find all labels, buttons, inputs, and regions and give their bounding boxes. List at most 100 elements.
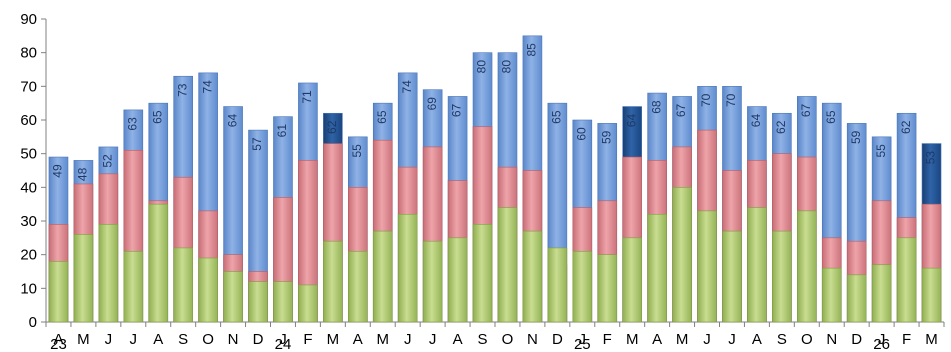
y-tick-label: 80 (20, 45, 37, 62)
x-tick-label: S (478, 331, 488, 348)
bar-series-3 (497, 207, 518, 323)
data-label: 49 (51, 164, 65, 178)
data-label: 65 (375, 110, 389, 124)
bar-series-3 (223, 271, 243, 323)
data-label: 80 (500, 60, 514, 74)
data-label: 48 (76, 167, 90, 181)
bar-series-3 (472, 224, 493, 323)
data-label: 70 (699, 93, 713, 107)
x-tick-label: O (502, 331, 514, 348)
x-tick-label: A (752, 331, 762, 348)
bar-series-3 (123, 251, 144, 323)
data-label: 74 (200, 80, 214, 94)
bar-series-3 (148, 203, 169, 323)
x-tick-label: O (801, 331, 813, 348)
data-label: 65 (150, 110, 164, 124)
bar-series-3 (98, 224, 119, 323)
bar-series-3 (547, 247, 568, 323)
bar-series-3 (772, 230, 792, 323)
x-tick-label: F (303, 331, 312, 348)
bar-series-3 (348, 251, 368, 323)
x-tick-label: J (728, 331, 736, 348)
x-tick-label: J (279, 331, 287, 348)
x-tick-label: O (202, 331, 214, 348)
data-label: 52 (101, 154, 115, 168)
x-tick-label: J (105, 331, 113, 348)
x-tick-label: S (777, 331, 787, 348)
y-tick-label: 60 (20, 112, 37, 129)
y-tick-label: 0 (29, 314, 37, 331)
data-label: 67 (450, 103, 464, 117)
data-label: 85 (525, 43, 539, 57)
bar-series-3 (323, 240, 343, 323)
x-tick-label: M (77, 331, 90, 348)
bar-series-3 (747, 207, 767, 323)
data-label: 68 (649, 100, 663, 114)
data-label: 65 (824, 110, 838, 124)
bar-series-3 (173, 247, 193, 323)
data-label: 53 (924, 151, 938, 165)
x-tick-label: N (826, 331, 837, 348)
y-tick-label: 70 (20, 78, 37, 95)
bar-series-3 (73, 234, 94, 323)
data-label: 61 (275, 124, 289, 138)
y-tick-label: 90 (20, 11, 37, 28)
data-label: 67 (799, 103, 813, 117)
bar-series-3 (672, 187, 692, 323)
x-tick-label: A (153, 331, 163, 348)
data-label: 62 (774, 120, 788, 134)
x-tick-label: D (552, 331, 563, 348)
x-tick-label: A (453, 331, 463, 348)
bar-series-3 (48, 261, 69, 323)
bar-series-3 (397, 213, 418, 323)
year-label: 23 (50, 336, 67, 352)
year-label: 24 (275, 336, 292, 352)
bar-series-3 (821, 267, 842, 323)
x-tick-label: A (652, 331, 662, 348)
data-label: 64 (749, 114, 763, 128)
data-label: 64 (624, 114, 638, 128)
x-tick-label: D (253, 331, 264, 348)
data-label: 73 (175, 83, 189, 97)
y-tick-label: 10 (20, 280, 37, 297)
x-tick-label: D (851, 331, 862, 348)
year-label: 26 (873, 336, 890, 352)
x-tick-label: J (130, 331, 138, 348)
bar-series-3 (248, 281, 268, 323)
bar-series-3 (198, 257, 218, 323)
data-label: 69 (425, 97, 439, 111)
data-label: 74 (400, 80, 414, 94)
data-label: 59 (599, 130, 613, 144)
bar-series-3 (921, 267, 942, 323)
data-label: 63 (125, 117, 139, 131)
x-tick-label: F (603, 331, 612, 348)
bar-series-3 (422, 240, 443, 323)
data-label: 65 (550, 110, 564, 124)
data-label: 71 (300, 90, 314, 104)
x-tick-label: J (404, 331, 412, 348)
bar-series-3 (846, 274, 867, 323)
bar-series-3 (273, 281, 293, 323)
x-tick-label: M (676, 331, 689, 348)
y-tick-label: 20 (20, 247, 37, 264)
x-tick-label: J (703, 331, 711, 348)
data-label: 62 (899, 120, 913, 134)
data-label: 59 (849, 130, 863, 144)
data-label: 55 (350, 144, 364, 158)
bar-series-3 (597, 254, 618, 323)
x-tick-label: M (626, 331, 639, 348)
x-tick-label: A (353, 331, 363, 348)
data-label: 80 (475, 60, 489, 74)
bar-series-3 (697, 210, 717, 323)
y-tick-label: 40 (20, 179, 37, 196)
data-label: 62 (325, 120, 339, 134)
x-tick-label: J (429, 331, 437, 348)
data-label: 64 (225, 114, 239, 128)
data-label: 67 (674, 103, 688, 117)
data-label: 60 (574, 127, 588, 141)
data-label: 55 (874, 144, 888, 158)
x-tick-label: S (178, 331, 188, 348)
x-tick-label: M (925, 331, 938, 348)
